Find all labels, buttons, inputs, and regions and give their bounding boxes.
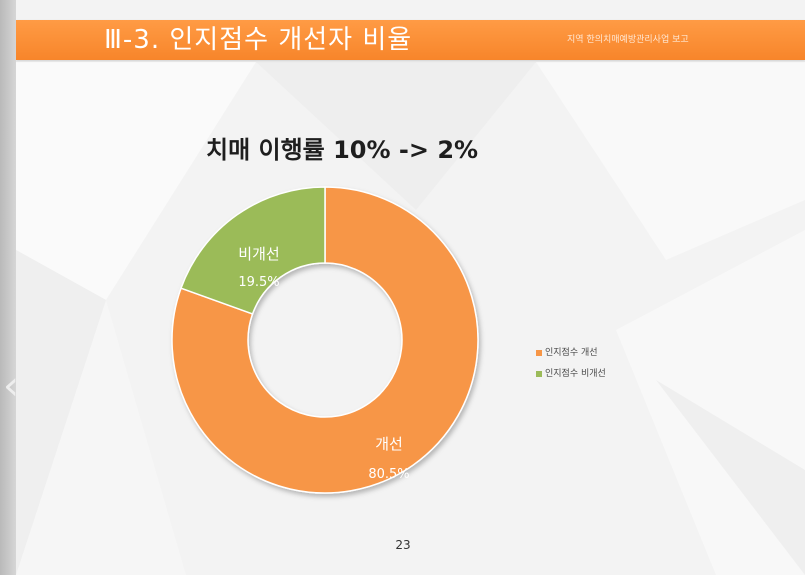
header-divider <box>16 61 805 62</box>
chart-title: 치매 이행률 10% -> 2% <box>206 136 479 164</box>
slice-label-not-improved: 비개선 <box>238 245 279 263</box>
donut-slice-not-improved <box>180 186 326 315</box>
slide-subtitle: 지역 한의치매예방관리사업 보고 <box>567 35 689 45</box>
legend-item-not-improved: 인지점수 비개선 <box>536 366 676 382</box>
viewer-left-margin: ‹ <box>0 0 19 575</box>
page-number: 23 <box>395 538 411 552</box>
legend-label-improved: 인지점수 개선 <box>545 348 598 358</box>
slide: Ⅲ-3. 인지점수 개선자 비율 지역 한의치매예방관리사업 보고 치매 이행률… <box>16 0 805 575</box>
chart-legend: 인지점수 개선 인지점수 비개선 <box>536 345 676 387</box>
donut-slice-improved <box>171 186 479 494</box>
chevron-left-icon[interactable]: ‹ <box>3 363 19 409</box>
slide-title: Ⅲ-3. 인지점수 개선자 비율 <box>104 25 413 55</box>
legend-item-improved: 인지점수 개선 <box>536 345 676 361</box>
legend-swatch-improved <box>536 349 542 356</box>
donut-chart: 개선 80.5% 비개선 19.5% <box>171 186 479 494</box>
donut-slices <box>171 186 479 494</box>
slice-value-not-improved: 19.5% <box>238 275 279 290</box>
slide-header: Ⅲ-3. 인지점수 개선자 비율 지역 한의치매예방관리사업 보고 <box>16 20 805 60</box>
legend-label-not-improved: 인지점수 비개선 <box>545 369 606 379</box>
legend-swatch-not-improved <box>536 370 542 377</box>
slice-labels: 개선 80.5% 비개선 19.5% <box>238 245 409 482</box>
background-facets <box>16 62 805 575</box>
slice-label-improved: 개선 <box>375 435 403 453</box>
slice-value-improved: 80.5% <box>368 467 409 482</box>
